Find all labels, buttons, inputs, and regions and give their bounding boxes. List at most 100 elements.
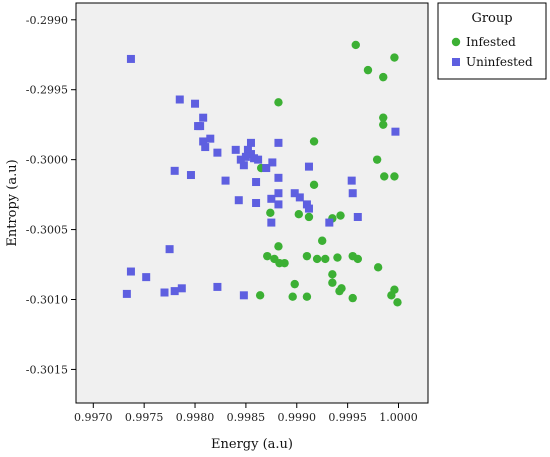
infested-point <box>335 286 344 296</box>
uninfested-point <box>241 152 250 161</box>
uninfested-point <box>213 148 222 157</box>
uninfested-point <box>170 166 179 175</box>
plot-area <box>75 2 429 404</box>
y-tick-label: -0.2990 <box>26 14 68 27</box>
infested-point <box>380 172 389 181</box>
uninfested-point <box>302 200 311 209</box>
uninfested-point <box>325 218 334 227</box>
infested-point <box>372 155 382 164</box>
legend-infested-label: Infested <box>466 35 516 49</box>
uninfested-point <box>295 193 304 202</box>
uninfested-point <box>267 218 276 227</box>
uninfested-point <box>347 176 356 185</box>
uninfested-point <box>274 173 283 182</box>
uninfested-point <box>246 150 255 159</box>
uninfested-point <box>199 137 208 146</box>
infested-point <box>390 285 399 294</box>
y-tick-label: -0.3000 <box>26 154 68 167</box>
uninfested-point <box>254 155 263 164</box>
uninfested-point <box>231 145 240 154</box>
y-tick-label: -0.3010 <box>26 294 68 307</box>
legend-uninfested-label: Uninfested <box>466 55 533 69</box>
x-axis-title: Energy (a.u) <box>211 437 293 452</box>
legend-title: Group <box>471 11 512 26</box>
infested-point <box>302 251 312 261</box>
infested-point <box>321 254 330 264</box>
infested-point <box>274 242 283 251</box>
infested-point <box>373 263 383 272</box>
uninfested-point <box>221 176 230 185</box>
infested-point <box>309 137 319 146</box>
uninfested-point <box>239 161 248 170</box>
x-tick-label: 0.9985 <box>227 411 266 424</box>
infested-point <box>255 291 265 300</box>
uninfested-point <box>160 288 169 297</box>
uninfested-point <box>126 267 135 276</box>
x-axis: 0.9970 0.9975 0.9980 0.9985 0.9990 0.9995 1.00… <box>74 403 418 424</box>
infested-point <box>328 270 337 279</box>
x-tick-label: 0.9990 <box>278 411 317 424</box>
uninfested-point <box>236 155 245 164</box>
uninfested-point <box>252 178 261 187</box>
infested-point <box>263 251 272 261</box>
x-tick-label: 1.0000 <box>379 411 418 424</box>
infested-point <box>393 298 402 307</box>
uninfested-point <box>186 171 195 180</box>
legend-uninfested-marker <box>452 58 460 66</box>
x-tick-label: 0.9970 <box>74 411 113 424</box>
uninfested-point <box>126 54 135 63</box>
uninfested-point <box>304 204 313 213</box>
infested-point <box>333 253 342 262</box>
x-tick-label: 0.9995 <box>328 411 367 424</box>
infested-point <box>379 72 388 82</box>
infested-point <box>274 98 283 107</box>
infested-point <box>288 292 297 301</box>
uninfested-point <box>213 282 222 291</box>
y-tick-label: -0.3015 <box>26 363 68 376</box>
uninfested-point <box>194 122 203 131</box>
infested-point <box>390 172 399 181</box>
legend-infested-marker <box>451 37 461 47</box>
infested-point <box>390 53 399 62</box>
infested-point <box>351 40 360 50</box>
uninfested-point <box>252 199 261 207</box>
infested-point <box>302 292 312 301</box>
uninfested-point <box>290 189 299 198</box>
infested-point <box>309 180 319 190</box>
uninfested-point <box>391 127 400 136</box>
uninfested-point <box>353 212 362 221</box>
uninfested-point <box>250 154 259 163</box>
infested-point <box>290 279 299 289</box>
uninfested-point <box>243 145 252 154</box>
uninfested-point <box>262 164 271 173</box>
infested-point <box>379 113 388 122</box>
uninfested-point <box>175 95 184 104</box>
infested-point <box>379 120 388 129</box>
legend: Group Infested Uninfested <box>437 2 547 80</box>
infested-point <box>280 258 289 268</box>
infested-point <box>336 211 345 220</box>
uninfested-point <box>268 158 277 167</box>
uninfested-point <box>304 162 313 171</box>
infested-point <box>266 208 275 217</box>
y-tick-label: -0.2995 <box>26 84 68 97</box>
x-tick-label: 0.9980 <box>176 411 215 424</box>
x-tick-label: 0.9975 <box>125 411 164 424</box>
uninfested-point <box>170 287 179 296</box>
uninfested-point <box>201 143 210 152</box>
uninfested-point <box>191 99 200 108</box>
uninfested-point <box>177 284 186 293</box>
data-points <box>122 40 402 307</box>
uninfested-point <box>274 138 283 147</box>
infested-point <box>294 209 303 219</box>
uninfested-point <box>234 196 243 205</box>
uninfested-point <box>122 289 131 298</box>
uninfested-point <box>348 189 357 198</box>
uninfested-point <box>206 134 215 143</box>
uninfested-point <box>274 200 283 209</box>
uninfested-point <box>165 245 174 254</box>
uninfested-point <box>199 113 208 122</box>
uninfested-point <box>267 194 276 203</box>
y-axis-title: Entropy (a.u) <box>5 159 20 246</box>
